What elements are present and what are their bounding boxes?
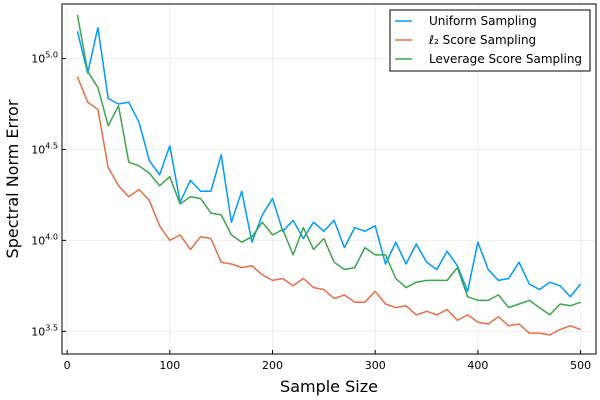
- y-tick-label-base: 10: [31, 53, 45, 66]
- y-tick-label: 105.0: [31, 51, 58, 66]
- y-tick-label: 103.5: [31, 323, 58, 338]
- y-tick-label-base: 10: [31, 143, 45, 156]
- series-line-score-sampling: [76, 76, 581, 336]
- legend-label: ℓ₂ Score Sampling: [428, 33, 536, 47]
- legend: Uniform Sampling ℓ₂ Score Sampling Leverag…: [389, 9, 591, 72]
- series-line-leverage-score-sampling: [76, 14, 581, 316]
- plot-frame: [61, 3, 597, 355]
- series-lines: [76, 14, 582, 336]
- y-tick-label-exponent: 5.0: [45, 51, 58, 60]
- series-line-uniform-sampling: [76, 26, 582, 298]
- x-tick-label: 100: [159, 359, 180, 372]
- y-tick-label-exponent: 4.5: [45, 141, 58, 150]
- x-axis-label: Sample Size: [280, 377, 378, 396]
- x-tick-label: 300: [365, 359, 386, 372]
- y-tick-label: 104.0: [31, 232, 58, 247]
- x-tick-label: 500: [570, 359, 591, 372]
- x-tick-label: 400: [467, 359, 488, 372]
- y-tick-label-base: 10: [31, 234, 45, 247]
- legend-label: Leverage Score Sampling: [429, 52, 582, 66]
- y-tick-label-exponent: 4.0: [45, 232, 58, 241]
- x-axis-ticks: 0 100 200 300 400 500: [64, 350, 591, 372]
- x-tick-label: 0: [64, 359, 71, 372]
- y-tick-label-exponent: 3.5: [45, 323, 58, 332]
- x-tick-label: 200: [262, 359, 283, 372]
- legend-label: Uniform Sampling: [429, 14, 537, 28]
- y-tick-label: 104.5: [31, 141, 58, 156]
- legend-box: [389, 9, 591, 72]
- y-tick-label-base: 10: [31, 325, 45, 338]
- y-axis-label: Spectral Norm Error: [3, 99, 22, 258]
